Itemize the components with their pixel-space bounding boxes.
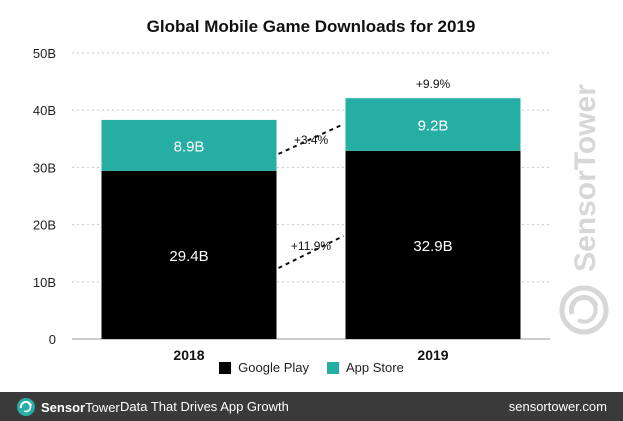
y-tick-label: 10B <box>33 275 56 290</box>
google-play-growth-label: +11.9% <box>291 239 331 253</box>
bar-value-label: 29.4B <box>169 248 208 265</box>
legend-item-google-play: Google Play <box>219 360 309 375</box>
footer-brand-bold: Sensor <box>41 399 86 415</box>
total-growth-label: +9.9% <box>416 77 451 91</box>
stacked-bar-chart: Global Mobile Game Downloads for 2019 0 1… <box>33 17 550 363</box>
watermark: SensorTower <box>559 84 609 335</box>
legend: Google Play App Store <box>0 360 623 375</box>
chart-title: Global Mobile Game Downloads for 2019 <box>147 17 476 36</box>
bar-value-label: 9.2B <box>418 118 449 135</box>
y-tick-label: 20B <box>33 218 56 233</box>
legend-item-app-store: App Store <box>327 360 404 375</box>
growth-annotations: +3.4% +11.9% +9.9% <box>278 77 451 269</box>
sensortower-watermark-icon <box>559 285 609 335</box>
footer-website-link[interactable]: sensortower.com <box>508 399 607 414</box>
legend-swatch-google-play <box>219 361 232 374</box>
legend-label-app-store: App Store <box>346 360 404 375</box>
sensortower-logo-icon <box>17 398 35 416</box>
x-axis-ticks: 2018 2019 <box>173 347 448 363</box>
bar-google-play-2018 <box>101 170 277 339</box>
y-tick-label: 30B <box>33 160 56 175</box>
legend-label-google-play: Google Play <box>238 360 309 375</box>
bars: 29.4B 8.9B 32.9B 9.2B <box>101 98 521 339</box>
footer-brand: SensorTower <box>41 400 120 415</box>
y-tick-label: 40B <box>33 103 56 118</box>
footer-logo: SensorTower <box>16 397 120 417</box>
bar-app-store-2018 <box>101 119 277 171</box>
app-store-growth-label: +3.4% <box>294 133 329 147</box>
y-axis-ticks: 0 10B 20B 30B 40B 50B <box>33 46 56 347</box>
footer-brand-rest: Tower <box>85 399 120 415</box>
y-tick-label: 50B <box>33 46 56 61</box>
app-store-growth-connector <box>278 123 344 155</box>
bar-google-play-2019 <box>345 150 521 339</box>
x-tick-label-2018: 2018 <box>173 347 204 363</box>
bar-value-label: 32.9B <box>413 238 452 255</box>
footer-tagline: Data That Drives App Growth <box>120 399 289 414</box>
legend-swatch-app-store <box>327 361 339 374</box>
x-tick-label-2019: 2019 <box>417 347 448 363</box>
y-tick-label: 0 <box>49 332 56 347</box>
watermark-text: SensorTower <box>569 84 602 272</box>
footer-bar: SensorTower Data That Drives App Growth … <box>0 392 623 421</box>
bar-value-label: 8.9B <box>174 138 205 155</box>
bar-app-store-2019 <box>345 98 521 151</box>
